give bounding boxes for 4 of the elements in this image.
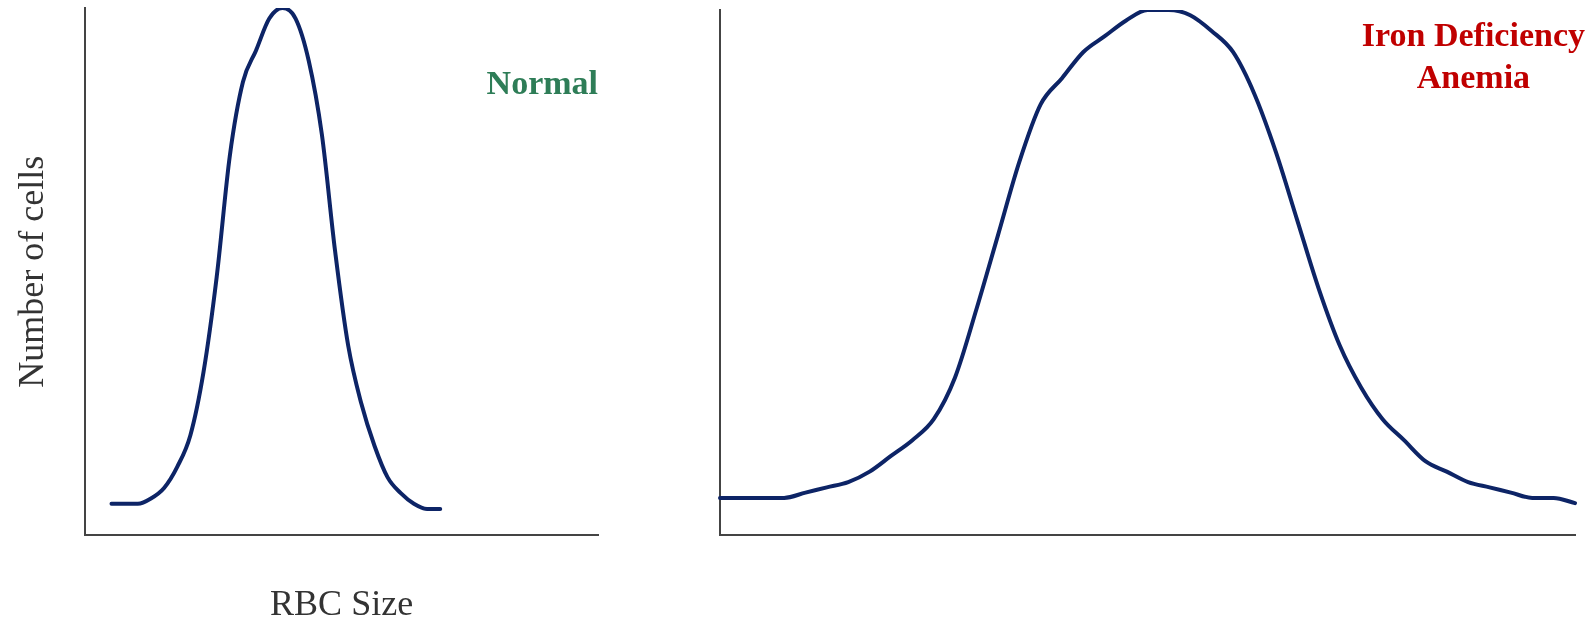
annotation: Normal — [486, 63, 598, 101]
y-axis-title: Number of cells — [11, 155, 52, 388]
annotation: Iron Deficiency Anemia — [1361, 15, 1586, 95]
x-axis-title: RBC Size — [270, 582, 414, 623]
